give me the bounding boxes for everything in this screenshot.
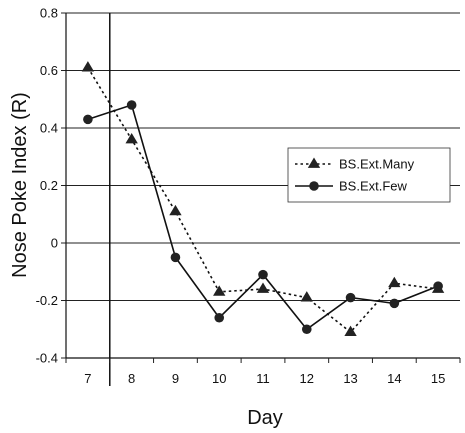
circle-marker [433,281,443,291]
x-tick-label: 15 [431,371,445,386]
x-axis-title: Day [247,407,283,429]
triangle-marker [81,61,95,72]
circle-marker [126,100,137,110]
chart-axes [65,13,460,359]
x-tick-label: 7 [84,371,91,386]
grid-lines [61,12,460,359]
triangle-marker [300,291,313,302]
legend-item: BS.Ext.Many [295,157,415,172]
legend: BS.Ext.Many BS.Ext.Few [287,147,451,203]
circle-marker [309,181,319,191]
x-tick-label: 10 [212,371,226,386]
series-bs-ext-few [83,100,443,335]
circle-marker [389,298,400,309]
circle-marker [214,312,225,323]
legend-label: BS.Ext.Many [339,157,415,172]
y-tick-label: 0.4 [40,121,58,136]
triangle-marker [169,204,182,216]
y-tick-label: -0.2 [36,293,58,308]
legend-item: BS.Ext.Few [295,179,408,194]
x-tick-label: 13 [343,371,357,386]
triangle-marker [307,157,321,168]
x-tick-label: 14 [387,371,401,386]
y-tick-label: 0.6 [40,63,58,78]
circle-marker [345,292,356,303]
triangle-marker [344,325,357,337]
y-tick-labels: -0.4 -0.2 0 0.2 0.4 0.6 0.8 [36,6,58,366]
circle-marker [301,324,312,335]
x-tick-label: 12 [300,371,314,386]
circle-marker [83,114,93,125]
triangle-marker [256,282,270,293]
y-tick-label: -0.4 [36,351,58,366]
legend-box [287,147,451,203]
legend-items: BS.Ext.Many BS.Ext.Few [295,157,415,194]
series-line [87,103,439,331]
data-series [81,61,445,337]
circle-marker [170,252,181,263]
y-tick-label: 0 [51,236,58,251]
triangle-marker [125,133,138,144]
y-axis-title: Nose Poke Index (R) [9,92,31,278]
series-bs-ext-many [81,61,445,337]
x-tick-label: 9 [172,371,179,386]
y-tick-label: 0.2 [40,178,58,193]
triangle-marker [213,285,226,296]
triangle-marker [388,276,401,288]
x-tick-label: 8 [128,371,135,386]
x-tick-labels: 7 8 9 10 11 12 13 14 15 [65,358,461,386]
y-tick-label: 0.8 [40,6,58,21]
legend-label: BS.Ext.Few [339,179,408,194]
circle-marker [258,269,268,280]
x-tick-label: 11 [256,371,270,386]
